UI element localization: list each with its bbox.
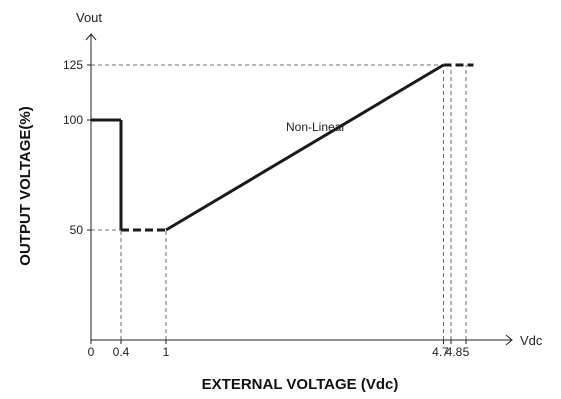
axes: Vout Vdc	[76, 10, 543, 348]
y-tick-label-100: 100	[63, 113, 83, 127]
x-tick-label-1: 1	[163, 345, 170, 359]
guide-lines	[91, 64, 467, 340]
x-tick-label-0: 0	[88, 345, 95, 359]
x-tick-label-0.4: 0.4	[113, 345, 130, 359]
y-tick-label-125: 125	[63, 58, 83, 72]
series-line	[91, 63, 474, 232]
x-tick-label-4.8: 4.8	[446, 345, 463, 359]
y-axis-unit: Vout	[76, 10, 102, 25]
annotations: Non-Linear	[286, 120, 345, 134]
y-tick-labels: 50 100 125	[63, 58, 91, 237]
x-tick-label-5: 5	[463, 345, 470, 359]
x-tick-labels: 0 0.4 1 4.74.8 5	[88, 340, 470, 359]
x-axis-unit: Vdc	[520, 333, 543, 348]
y-tick-label-50: 50	[70, 223, 84, 237]
annotation-non-linear: Non-Linear	[286, 120, 345, 134]
y-axis-arrowhead	[85, 33, 97, 41]
x-tick-label-4.7: 4.7	[432, 345, 449, 359]
x-axis-arrowhead	[505, 334, 513, 346]
series-segment-3-solid	[165, 63, 445, 232]
y-axis-title: OUTPUT VOLTAGE(%)	[17, 106, 34, 265]
x-axis-title: EXTERNAL VOLTAGE (Vdc)	[202, 376, 399, 393]
